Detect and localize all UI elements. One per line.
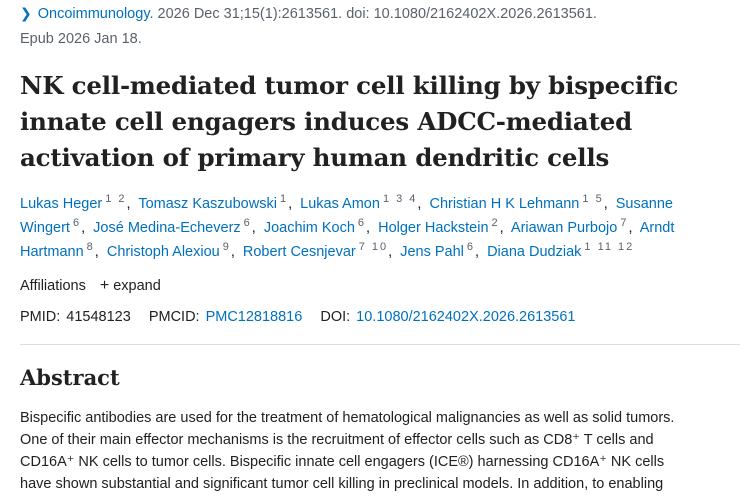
- author-separator: ,: [417, 196, 422, 212]
- author-link[interactable]: Lukas Heger: [20, 196, 103, 212]
- identifiers: PMID: 41548123 PMCID: PMC12818816 DOI: 10.1…: [20, 306, 740, 328]
- chevron-right-icon: ❯: [20, 5, 32, 21]
- doi-group: DOI: 10.1080/2162402X.2026.2613561: [320, 309, 575, 325]
- expand-label: expand: [113, 278, 161, 294]
- affiliation-numbers[interactable]: 2: [491, 217, 500, 230]
- affiliations-row: Affiliations + expand: [20, 276, 740, 296]
- author-link[interactable]: Ariawan Purbojo: [510, 220, 618, 236]
- pmcid-label: PMCID:: [148, 309, 200, 325]
- author-separator: ,: [81, 220, 86, 236]
- affiliation-numbers[interactable]: 1 11 12: [584, 241, 635, 254]
- author-link[interactable]: Susanne Wingert: [20, 196, 673, 236]
- affiliation-numbers[interactable]: 1 5: [582, 193, 604, 206]
- author-separator: ,: [475, 244, 480, 260]
- author-separator: ,: [366, 220, 371, 236]
- abstract-line: CD16A⁺ NK cells to tumor cells. Bispecif…: [20, 454, 665, 470]
- author-link[interactable]: Diana Dudziak: [487, 244, 582, 260]
- pmid-label: PMID:: [20, 309, 61, 325]
- affiliation-numbers[interactable]: 6: [357, 217, 367, 230]
- author-link[interactable]: José Medina-Echeverz: [93, 220, 241, 236]
- affiliation-numbers[interactable]: 8: [86, 241, 95, 254]
- author-link[interactable]: Lukas Amon: [300, 196, 380, 212]
- pmcid-group: PMCID: PMC12818816: [149, 309, 307, 325]
- author-link[interactable]: Joachim Koch: [263, 220, 355, 236]
- abstract-heading: Abstract: [20, 365, 120, 390]
- abstract-line: have shown substantial and significant t…: [20, 476, 664, 492]
- author-separator: ,: [628, 220, 633, 236]
- citation: ❯ Oncoimmunology. 2026 Dec 31;15(1):26135…: [20, 0, 740, 52]
- author-link[interactable]: Christoph Alexiou: [106, 244, 220, 260]
- affiliation-numbers[interactable]: 1 3 4: [382, 193, 418, 206]
- author-link[interactable]: Tomasz Kaszubowski: [138, 196, 277, 212]
- doi-label: DOI:: [320, 309, 351, 325]
- affiliation-numbers[interactable]: 7 10: [358, 241, 389, 254]
- affiliation-numbers[interactable]: 6: [72, 217, 82, 230]
- journal-link[interactable]: Oncoimmunology.: [37, 6, 154, 22]
- affiliation-numbers[interactable]: 6: [243, 217, 252, 230]
- citation-details: 2026 Dec 31;15(1):2613561. doi: 10.1080/…: [157, 6, 597, 22]
- pmid-group: PMID: 41548123: [20, 309, 135, 325]
- author-separator: ,: [230, 244, 235, 260]
- abstract-text: Bispecific antibodies are used for the t…: [20, 407, 740, 495]
- affiliations-label: Affiliations: [20, 278, 86, 294]
- pmid-value: 41548123: [66, 309, 131, 325]
- author-separator: ,: [603, 196, 608, 212]
- doi-link[interactable]: 10.1080/2162402X.2026.2613561: [356, 309, 576, 325]
- author-link[interactable]: Jens Pahl: [400, 244, 464, 260]
- author-separator: ,: [499, 220, 504, 236]
- abstract-line: Bispecific antibodies are used for the t…: [20, 410, 675, 426]
- author-link[interactable]: Robert Cesnjevar: [242, 244, 356, 260]
- author-separator: ,: [126, 196, 131, 212]
- article-title: NK cell-mediated tumor cell killing by b…: [20, 71, 679, 172]
- article-page: ❯ Oncoimmunology. 2026 Dec 31;15(1):26135…: [20, 0, 740, 495]
- author-separator: ,: [388, 244, 393, 260]
- author-separator: ,: [251, 220, 256, 236]
- author-link[interactable]: Arndt Hartmann: [20, 220, 675, 260]
- affiliation-numbers[interactable]: 1 2: [105, 193, 127, 206]
- citation-epub: Epub 2026 Jan 18.: [20, 31, 142, 47]
- plus-icon: +: [99, 277, 110, 294]
- affiliation-numbers[interactable]: 1: [279, 193, 289, 206]
- author-link[interactable]: Christian H K Lehmann: [429, 196, 580, 212]
- affiliation-numbers[interactable]: 6: [466, 241, 476, 254]
- author-separator: ,: [288, 196, 293, 212]
- citation-line-1: ❯ Oncoimmunology. 2026 Dec 31;15(1):26135…: [20, 1, 740, 27]
- abstract-line: One of their main effector mechanisms is…: [20, 432, 654, 448]
- affiliations-expand-button[interactable]: + expand: [90, 277, 161, 294]
- author-separator: ,: [94, 244, 99, 260]
- authors-list: Lukas Heger 1 2, Tomasz Kaszubowski 1, Luk…: [20, 192, 740, 264]
- author-link[interactable]: Holger Hackstein: [378, 220, 489, 236]
- affiliation-numbers[interactable]: 7: [620, 217, 629, 230]
- section-divider: [20, 344, 740, 345]
- affiliation-numbers[interactable]: 9: [222, 241, 231, 254]
- pmcid-link[interactable]: PMC12818816: [205, 309, 303, 325]
